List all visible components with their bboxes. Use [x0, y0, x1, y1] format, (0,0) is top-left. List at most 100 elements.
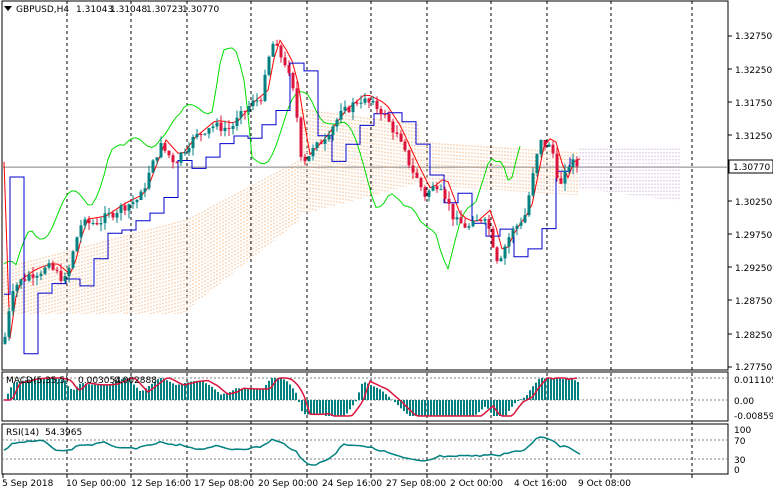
macd-histogram-bar	[241, 388, 243, 400]
candle-body	[355, 102, 359, 104]
macd-histogram-bar	[445, 400, 447, 416]
macd-histogram-bar	[112, 383, 114, 400]
macd-histogram-bar	[532, 386, 534, 400]
price-tick: 1.31250	[735, 132, 772, 142]
macd-histogram-bar	[451, 400, 453, 416]
macd-tick: -0.00859	[734, 412, 773, 422]
candle-body	[231, 126, 235, 129]
candle-body	[535, 154, 539, 174]
macd-histogram-bar	[31, 378, 33, 400]
candle-body	[415, 172, 419, 178]
candle-body	[199, 133, 203, 135]
macd-histogram-bar	[79, 383, 81, 400]
macd-histogram-bar	[28, 379, 30, 400]
candle-body	[427, 190, 431, 197]
macd-histogram-bar	[448, 400, 450, 416]
macd-histogram-bar	[484, 400, 486, 407]
candle-body	[303, 156, 307, 162]
macd-histogram-bar	[424, 400, 426, 416]
candle-body	[551, 144, 555, 154]
macd-histogram-bar	[400, 400, 402, 409]
price-tick: 1.29750	[735, 231, 772, 241]
candle-body	[75, 237, 79, 252]
macd-histogram-bar	[43, 378, 45, 400]
macd-histogram-bar	[316, 400, 318, 415]
macd-histogram-bar	[547, 378, 549, 400]
candle-body	[311, 148, 315, 157]
macd-histogram-bar	[463, 400, 465, 416]
macd-histogram-bar	[472, 400, 474, 416]
macd-histogram-bar	[496, 400, 498, 416]
macd-histogram-bar	[100, 385, 102, 400]
macd-histogram-bar	[175, 385, 177, 400]
macd-histogram-bar	[226, 392, 228, 400]
macd-histogram-bar	[325, 400, 327, 416]
macd-tick: 0.011105	[734, 376, 773, 386]
ohlc-open: 1.31043	[76, 5, 113, 15]
rsi-panel[interactable]	[1, 423, 729, 475]
candle-body	[375, 100, 379, 109]
macd-histogram-bar	[211, 386, 213, 400]
candle-body	[83, 219, 87, 226]
candle-body	[15, 284, 19, 292]
candle-body	[279, 45, 283, 58]
macd-histogram-bar	[574, 380, 576, 400]
macd-histogram-bar	[304, 400, 306, 415]
macd-histogram-bar	[280, 378, 282, 400]
macd-histogram-bar	[436, 400, 438, 416]
price-tick: 1.28250	[735, 331, 772, 341]
candle-body	[555, 153, 559, 179]
candle-body	[407, 150, 411, 166]
candle-body	[87, 219, 91, 224]
macd-histogram-bar	[376, 387, 378, 400]
macd-histogram-bar	[202, 381, 204, 400]
macd-value-signal: 0.002888	[114, 376, 157, 386]
macd-histogram-bar	[466, 400, 468, 416]
macd-histogram-bar	[502, 400, 504, 416]
candle-body	[515, 225, 519, 229]
candle-body	[215, 122, 219, 127]
macd-histogram-bar	[22, 380, 24, 400]
macd-histogram-bar	[469, 400, 471, 416]
macd-histogram-bar	[361, 383, 363, 400]
macd-histogram-bar	[457, 400, 459, 416]
macd-histogram-bar	[409, 400, 411, 416]
candle-body	[435, 186, 439, 190]
macd-histogram-bar	[67, 386, 69, 400]
macd-histogram-bar	[283, 379, 285, 400]
main-price-panel[interactable]	[1, 0, 729, 371]
candle-body	[315, 142, 319, 149]
macd-histogram-bar	[418, 400, 420, 416]
macd-histogram-bar	[430, 400, 432, 416]
macd-histogram-bar	[139, 390, 141, 400]
candle-body	[363, 98, 367, 103]
candle-body	[195, 133, 199, 138]
macd-histogram-bar	[34, 378, 36, 400]
macd-histogram-bar	[556, 378, 558, 400]
macd-histogram-bar	[88, 384, 90, 400]
candle-body	[243, 111, 247, 113]
candle-body	[143, 188, 147, 192]
candle-body	[371, 100, 375, 103]
macd-histogram-bar	[55, 378, 57, 400]
candle-body	[115, 212, 119, 218]
price-tick: 1.29250	[735, 264, 772, 274]
candle-body	[387, 114, 391, 122]
candle-body	[367, 98, 371, 103]
rsi-line	[3, 436, 581, 466]
macd-histogram-bar	[193, 381, 195, 400]
macd-histogram-bar	[76, 386, 78, 400]
macd-histogram-bar	[544, 378, 546, 400]
ohlc-high: 1.31048	[110, 5, 147, 15]
collapse-triangle-icon[interactable]	[4, 6, 12, 11]
macd-histogram-bar	[37, 378, 39, 400]
candle-body	[223, 127, 227, 131]
candle-body	[543, 139, 547, 147]
candle-body	[163, 143, 167, 151]
macd-histogram-bar	[232, 390, 234, 400]
candle-body	[451, 203, 455, 220]
time-tick: 9 Oct 08:00	[578, 479, 631, 489]
candle-body	[227, 127, 231, 129]
time-tick: 5 Sep 2018	[2, 479, 54, 489]
